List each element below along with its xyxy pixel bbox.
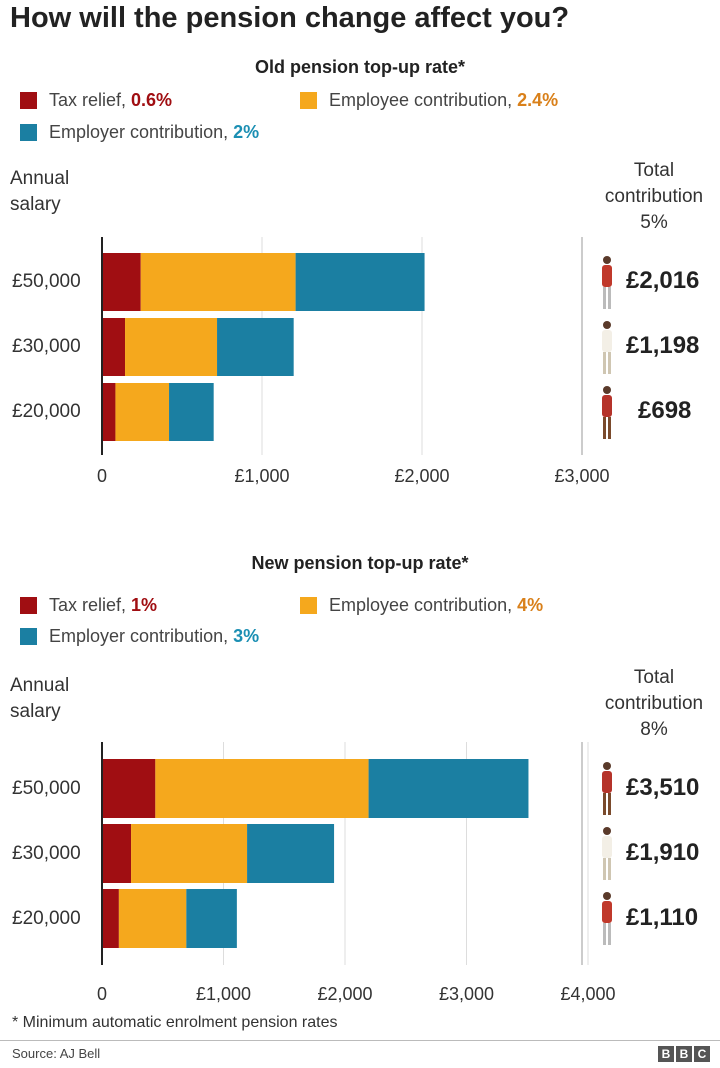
total-value: £3,510 — [626, 773, 700, 801]
category-label: £50,000 — [12, 271, 81, 292]
bar-segment — [217, 318, 294, 376]
bar-segment — [247, 824, 335, 883]
legend-rate: 2.4% — [517, 90, 559, 110]
x-tick-label: 0 — [96, 466, 108, 486]
person-icon — [598, 255, 616, 316]
legend-item: Tax relief, 1% — [20, 595, 157, 616]
total-header: Total contribution 5% — [590, 158, 718, 236]
legend-label: Employer contribution, — [49, 122, 229, 142]
bar-segment — [102, 824, 132, 883]
x-tick-label: 0 — [96, 984, 108, 1004]
total-rate: 8% — [640, 719, 668, 740]
legend-rate: 1% — [131, 595, 158, 615]
bar-segment — [102, 759, 156, 818]
person-icon — [598, 826, 616, 887]
bar-segment — [102, 889, 119, 948]
bar-segment — [140, 253, 296, 311]
bar-segment — [102, 253, 141, 311]
legend-swatch — [20, 124, 37, 141]
x-tick-label: £3,000 — [438, 984, 495, 1004]
x-tick-label: £4,000 — [560, 984, 616, 1004]
person-icon — [598, 891, 616, 952]
bar-segment — [295, 253, 425, 311]
legend-rate: 2% — [233, 122, 260, 142]
person-icon — [598, 385, 616, 446]
total-value: £1,198 — [626, 332, 700, 359]
total-rate: 5% — [640, 212, 668, 233]
total-value: £698 — [638, 397, 692, 424]
legend-label: Tax relief, — [49, 595, 127, 615]
person-icon — [598, 320, 616, 381]
total-value: £2,016 — [626, 267, 700, 294]
chart-title: Old pension top-up rate* — [255, 57, 465, 77]
bar-segment — [118, 889, 187, 948]
page-title: How will the pension change affect you? — [10, 2, 570, 34]
legend-swatch — [20, 597, 37, 614]
bar-segment — [186, 889, 237, 948]
legend-item: Employer contribution, 2% — [20, 122, 259, 143]
bar-segment — [102, 318, 126, 376]
bar-segment — [169, 383, 214, 441]
legend-item: Employee contribution, 4% — [300, 595, 543, 616]
x-tick-label: £2,000 — [317, 984, 373, 1004]
legend-swatch — [300, 92, 317, 109]
legend-label: Employee contribution, — [329, 90, 513, 110]
total-header-label: Total contribution — [604, 160, 704, 207]
category-label: £20,000 — [12, 907, 81, 929]
legend-swatch — [300, 597, 317, 614]
legend-label: Tax relief, — [49, 90, 127, 110]
legend-rate: 0.6% — [131, 90, 173, 110]
legend-item: Employee contribution, 2.4% — [300, 90, 558, 111]
y-axis-label: Annual salary — [10, 168, 70, 215]
x-tick-label: £1,000 — [234, 466, 290, 486]
legend-rate: 3% — [233, 626, 260, 646]
footnote: * Minimum automatic enrolment pension ra… — [12, 1014, 338, 1031]
bar-segment — [155, 759, 369, 818]
legend-label: Employer contribution, — [49, 626, 229, 646]
bar-segment — [368, 759, 529, 818]
legend-swatch — [20, 92, 37, 109]
legend-item: Employer contribution, 3% — [20, 626, 259, 647]
x-tick-label: £3,000 — [554, 466, 610, 486]
bar-segment — [102, 383, 116, 441]
legend-rate: 4% — [517, 595, 544, 615]
source: Source: AJ Bell — [12, 1046, 101, 1061]
bar-segment — [131, 824, 248, 883]
person-icon — [598, 761, 616, 822]
total-value: £1,110 — [626, 903, 699, 931]
x-tick-label: £1,000 — [195, 984, 252, 1004]
y-axis-label: Annual salary — [10, 675, 70, 722]
total-header: Total contribution 8% — [590, 665, 718, 743]
chart-title: New pension top-up rate* — [251, 553, 469, 573]
legend-swatch — [20, 628, 37, 645]
x-tick-label: £2,000 — [394, 466, 450, 486]
category-label: £20,000 — [12, 401, 81, 422]
divider — [0, 1040, 720, 1041]
bar-segment — [125, 318, 218, 376]
legend-label: Employee contribution, — [329, 595, 513, 615]
total-value: £1,910 — [626, 838, 700, 866]
category-label: £30,000 — [12, 842, 81, 864]
legend-item: Tax relief, 0.6% — [20, 90, 172, 111]
category-label: £50,000 — [12, 777, 81, 799]
total-header-label: Total contribution — [604, 667, 704, 714]
category-label: £30,000 — [12, 336, 81, 357]
bar-segment — [115, 383, 170, 441]
